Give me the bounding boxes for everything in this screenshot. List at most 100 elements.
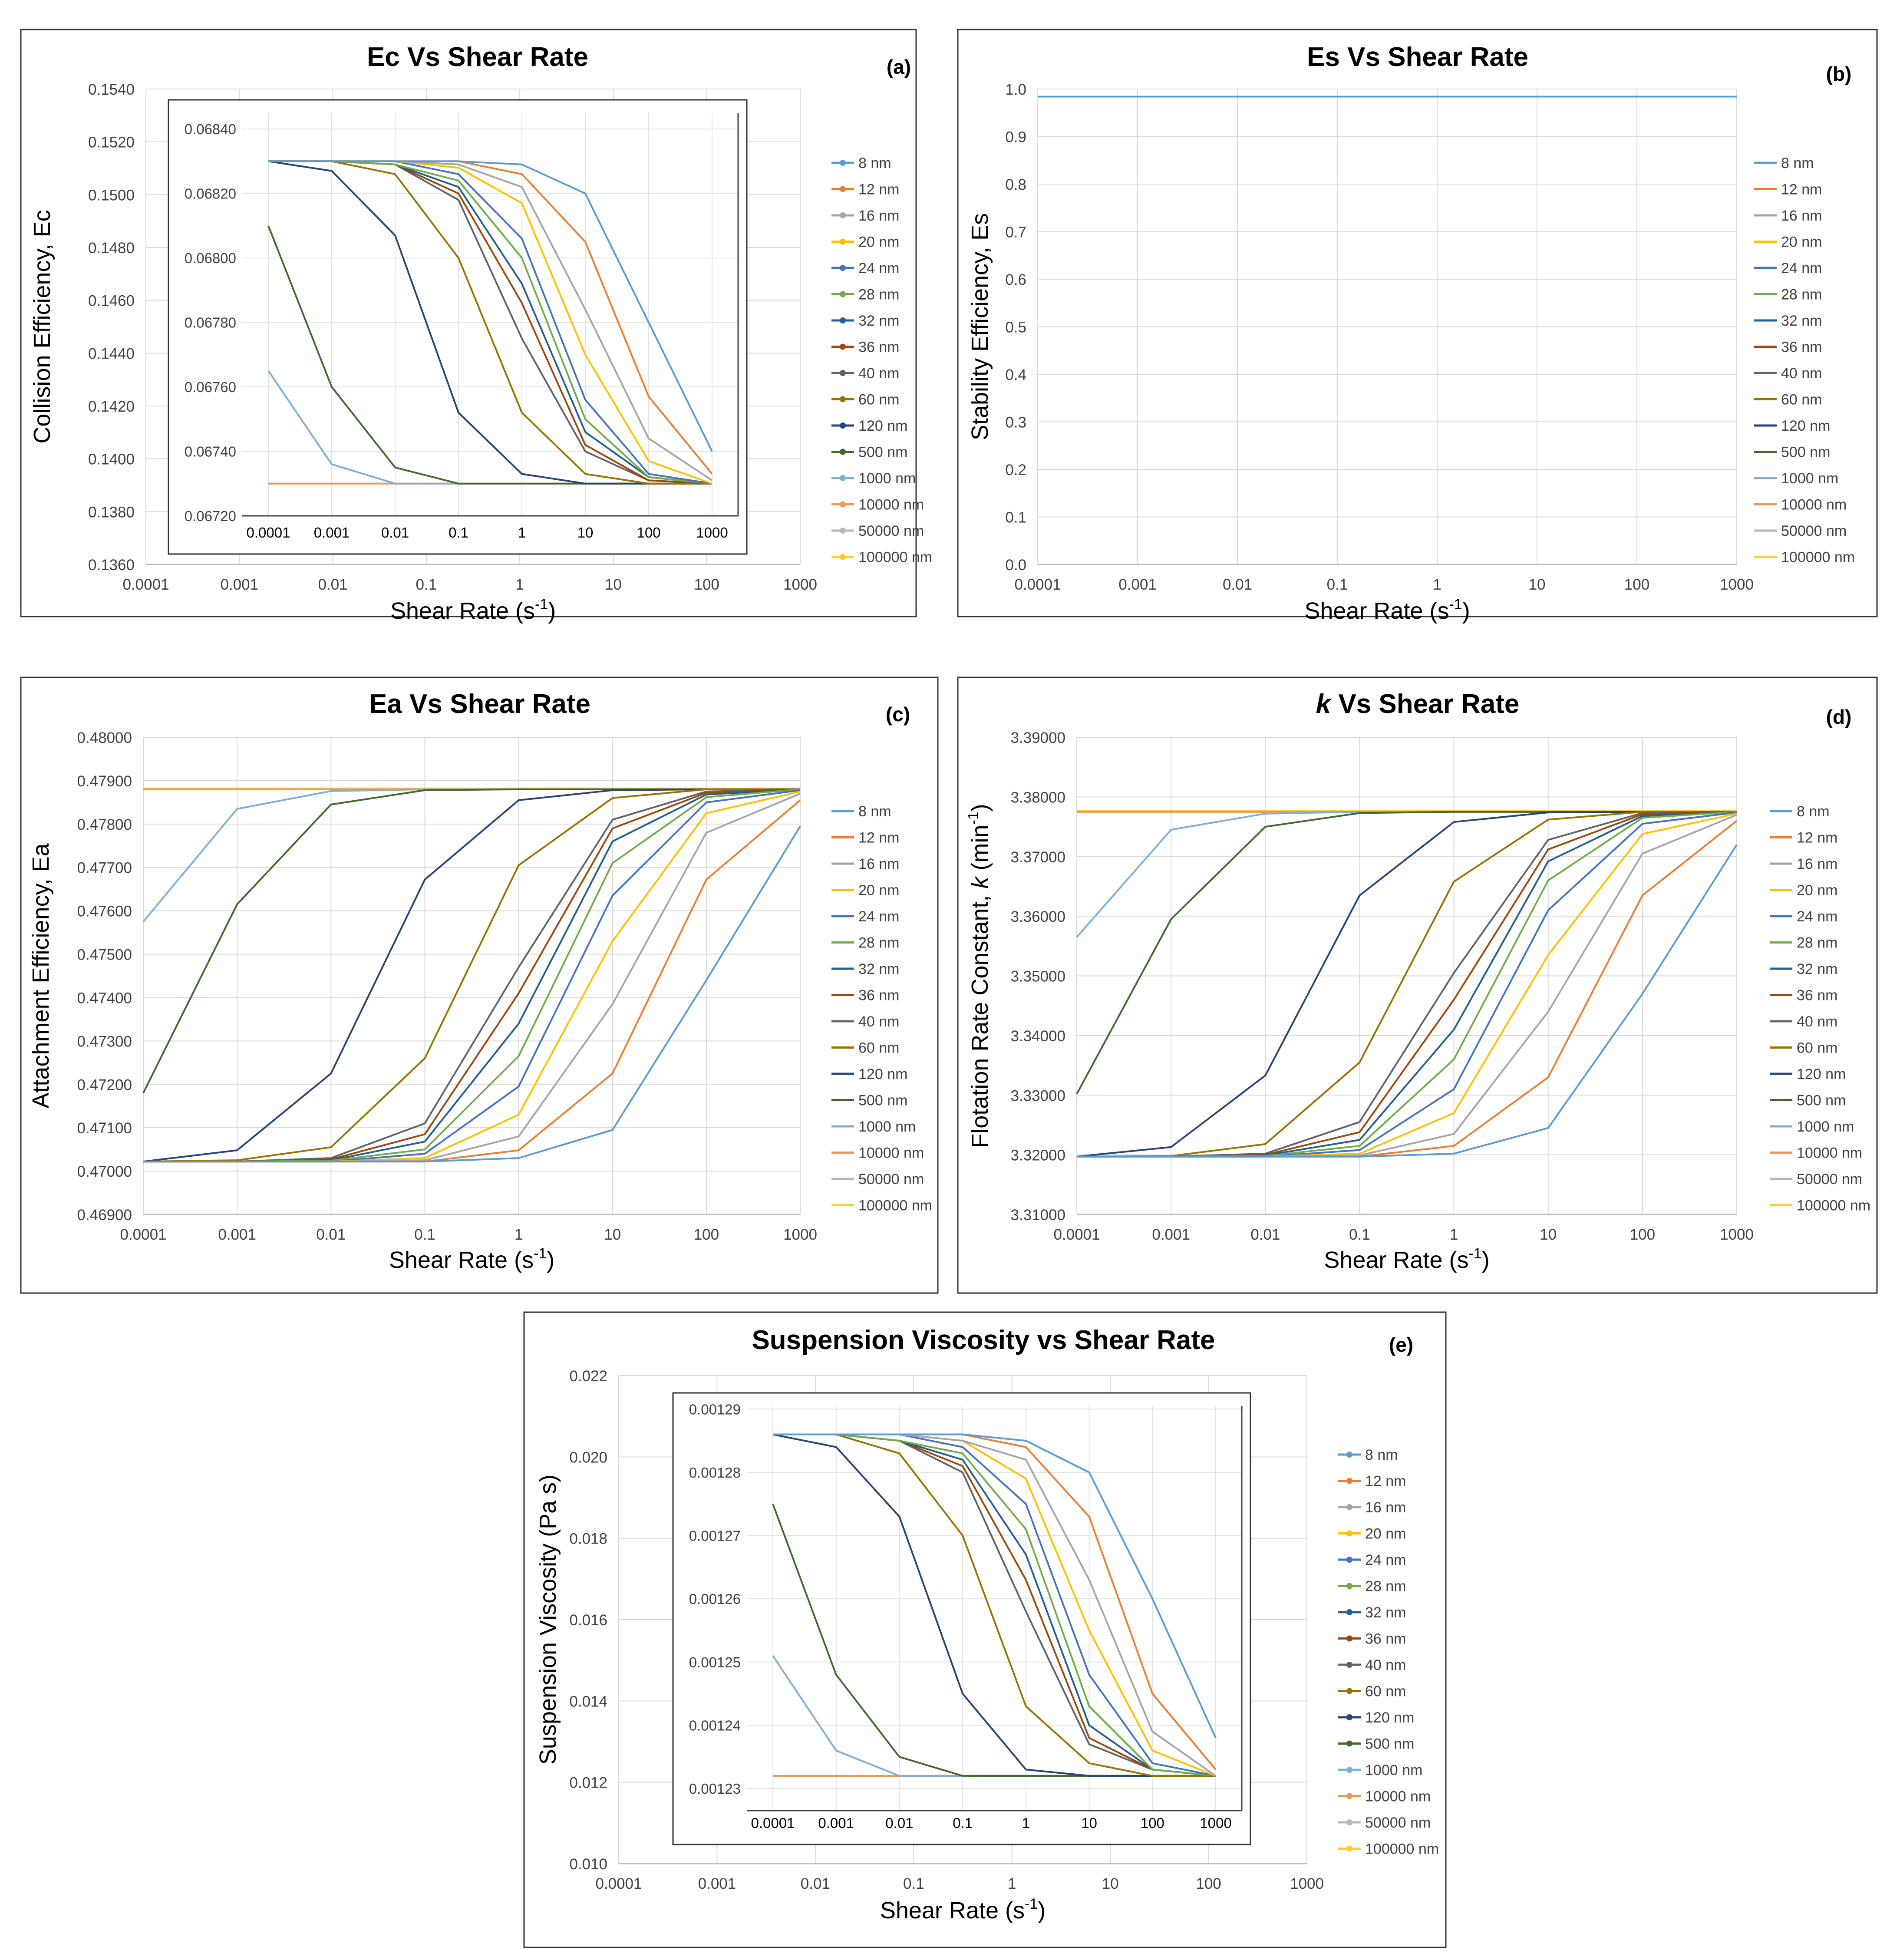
x-axis-label-sup: -1 [534,1245,547,1262]
x-tick-label: 0.01 [1223,576,1252,593]
x-tick-label: 10 [1540,1226,1557,1243]
x-tick-label: 10 [1529,576,1546,593]
legend-marker [1346,1635,1352,1642]
y-tick-label: 0.47800 [77,816,132,833]
x-tick-label: 0.001 [1152,1226,1190,1243]
legend-item: 20 nm [1338,1526,1406,1542]
y-tick-label: 0.010 [569,1856,607,1873]
y-tick-label: 3.37000 [1010,849,1065,866]
panel-label: (a) [887,56,911,78]
legend-item: 120 nm [1770,1066,1846,1082]
inset-x-tick-label: 10 [1081,1815,1097,1831]
legend-item: 12 nm [1754,181,1822,198]
legend-item: 500 nm [831,444,907,461]
legend-label: 40 nm [1781,365,1822,382]
x-tick-label: 0.1 [1349,1226,1370,1243]
inset-x-tick-label: 100 [1141,1815,1164,1831]
y-tick-label: 0.016 [569,1612,607,1629]
x-tick-label: 1 [1450,1226,1458,1243]
y-tick-label: 0.8 [1005,176,1026,193]
legend-item: 32 nm [831,313,900,329]
inset-x-tick-label: 1000 [696,525,728,541]
legend-label: 100000 nm [858,1198,932,1214]
chart-title-italic: k [1316,689,1333,719]
legend-item: 20 nm [831,882,900,899]
legend-item: 36 nm [831,339,900,356]
x-axis-label-sup: -1 [535,596,548,613]
legend-label: 1000 nm [858,470,916,487]
y-tick-label: 0.47900 [77,773,132,790]
legend-item: 120 nm [1338,1709,1414,1726]
legend-item: 36 nm [1770,987,1838,1004]
x-axis-label-main: Shear Rate (s [389,1247,534,1273]
legend-item: 40 nm [831,1013,900,1030]
panel-label: (c) [886,703,910,726]
panel-e: Suspension Viscosity vs Shear Rate (e) 0.0… [523,1311,1447,1948]
x-axis-label: Shear Rate (s-1) [1304,596,1470,624]
legend-item: 20 nm [1770,882,1838,899]
y-tick-label: 0.9 [1005,129,1026,146]
legend-label: 8 nm [1365,1447,1398,1463]
legend-marker [840,238,846,245]
legend-item: 24 nm [1338,1552,1406,1568]
legend-label: 36 nm [1365,1631,1406,1647]
x-tick-label: 0.001 [218,1226,256,1243]
legend-marker [840,370,846,376]
legend-marker [1346,1452,1352,1458]
inset-x-tick-label: 0.0001 [247,525,290,541]
legend-label: 28 nm [1781,287,1822,303]
y-tick-label: 0.1400 [88,451,135,468]
legend-item: 8 nm [1338,1447,1398,1463]
legend-item: 40 nm [831,365,900,382]
legend-marker [840,449,846,455]
legend-item: 8 nm [831,155,891,172]
x-tick-label: 0.01 [316,1226,346,1243]
legend-label: 12 nm [858,181,900,198]
panel-label: (b) [1826,63,1852,85]
y-tick-label: 0.47000 [77,1163,132,1180]
chart-title-rest: Vs Shear Rate [1331,689,1519,719]
legend-item: 100000 nm [1754,549,1855,566]
legend-label: 16 nm [1781,208,1822,224]
legend: 8 nm 12 nm 16 nm 20 nm 24 nm 28 nm 32 nm 36 nm 4… [831,155,932,566]
legend-item: 24 nm [831,908,900,925]
chart-title: k Vs Shear Rate [1316,689,1520,719]
legend-label: 40 nm [858,1013,900,1030]
y-tick-label: 0.4 [1005,366,1026,383]
y-axis-label: Attachment Efficiency, Ea [28,843,54,1108]
legend-item: 8 nm [1770,803,1830,820]
series-line-8nm [268,160,713,452]
legend-item: 28 nm [831,935,900,951]
legend-item: 32 nm [1338,1604,1406,1621]
x-tick-label: 0.001 [220,576,258,593]
x-axis-label-main: Shear Rate (s [390,598,535,624]
legend-label: 1000 nm [1365,1762,1422,1779]
legend-label: 500 nm [1365,1736,1414,1752]
y-tick-label: 0.1480 [88,240,135,257]
legend-label: 36 nm [1797,987,1838,1004]
series-line-8nm [143,825,801,1163]
inset-x-tick-label: 1 [518,525,526,541]
series-line-60nm [143,788,800,1163]
x-tick-label: 0.1 [414,1226,435,1243]
x-tick-label: 1 [515,1226,523,1243]
legend-marker [840,265,846,271]
legend-marker [1346,1478,1352,1484]
y-axis-label: Suspension Viscosity (Pa s) [535,1475,561,1765]
y-tick-label: 3.35000 [1010,968,1065,985]
x-axis-label-end: ) [1482,1247,1490,1273]
legend-label: 40 nm [858,365,900,382]
legend-item: 50000 nm [1338,1815,1431,1831]
y-tick-label: 0.3 [1005,414,1026,431]
legend-label: 120 nm [858,1066,907,1082]
inset-x-tick-label: 0.0001 [751,1815,795,1831]
x-axis-label: Shear Rate (s-1) [389,1245,554,1273]
legend-label: 500 nm [1797,1092,1846,1109]
legend-label: 32 nm [858,313,900,329]
legend-item: 1000 nm [1754,470,1838,487]
panel-c: Ea Vs Shear Rate (c) 0.46900 0.47000 0.47100… [20,676,939,1294]
legend-item: 12 nm [831,830,900,846]
y-axis-label: Collision Efficiency, Ec [29,210,55,443]
legend-item: 24 nm [831,260,900,277]
legend-marker [1346,1609,1352,1615]
